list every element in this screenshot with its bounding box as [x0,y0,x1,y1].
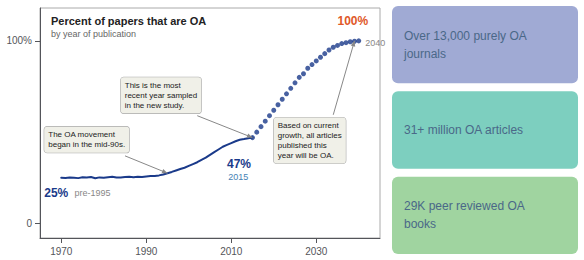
svg-text:100%: 100% [6,35,32,46]
svg-text:Percent of papers that are OA: Percent of papers that are OA [51,15,206,27]
svg-text:pre-1995: pre-1995 [72,188,111,198]
svg-text:47%: 47% [227,157,251,171]
svg-text:100%: 100% [338,14,369,28]
svg-text:in the new study.: in the new study. [125,101,184,110]
svg-text:growth, all articles: growth, all articles [278,131,342,140]
svg-text:recent year sampled: recent year sampled [125,91,197,100]
svg-text:journals: journals [403,47,446,61]
svg-text:29K peer reviewed OA: 29K peer reviewed OA [404,199,525,213]
svg-text:The OA movement: The OA movement [48,130,115,139]
svg-text:25%: 25% [44,186,68,200]
svg-text:published this: published this [278,141,327,150]
svg-text:began in the mid-90s.: began in the mid-90s. [48,140,125,149]
svg-text:2030: 2030 [305,246,328,257]
svg-text:31+ million OA articles: 31+ million OA articles [404,123,523,137]
svg-text:by year of publication: by year of publication [51,29,136,39]
svg-text:year will be OA.: year will be OA. [278,151,334,160]
svg-text:2040: 2040 [365,38,385,48]
svg-text:books: books [404,217,436,231]
svg-text:0: 0 [26,218,32,229]
svg-text:2015: 2015 [228,172,248,182]
svg-text:This is the most: This is the most [125,81,182,90]
svg-text:1970: 1970 [50,246,73,257]
svg-text:2010: 2010 [220,246,243,257]
svg-text:1990: 1990 [135,246,158,257]
svg-text:Based on current: Based on current [278,121,340,130]
svg-text:Over 13,000 purely OA: Over 13,000 purely OA [404,29,527,43]
